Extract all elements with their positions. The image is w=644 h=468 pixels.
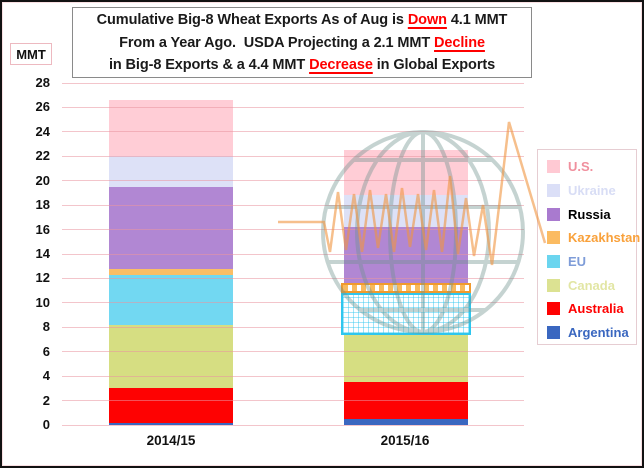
y-tick-label: 20	[35, 172, 50, 188]
legend-swatch-u-s	[547, 160, 560, 174]
gridline	[62, 277, 524, 279]
gridline	[62, 82, 524, 84]
title-line: From a Year Ago. USDA Projecting a 2.1 M…	[73, 32, 531, 55]
x-axis-label: 2014/15	[146, 433, 196, 448]
gridline	[62, 351, 524, 353]
legend-item-label: Russia	[568, 206, 611, 222]
y-tick-label: 8	[42, 319, 50, 335]
gridline	[62, 155, 524, 157]
y-tick-label: 14	[35, 246, 50, 261]
bar-segment-eu-2015-16	[341, 293, 471, 335]
title-text-segment: Cumulative Big-8 Wheat Exports As of Aug…	[96, 12, 408, 28]
bar-segment-canada-2015-16	[344, 334, 468, 383]
legend-item-argentina: Argentina	[538, 321, 636, 345]
legend-item-label: Ukraine	[568, 183, 616, 199]
title-emphasis-word: Down	[407, 12, 447, 28]
bar-segment-eu-2014-15	[109, 274, 233, 325]
bar-segment-u-s-2014-15	[109, 100, 233, 157]
y-tick-label: 4	[42, 368, 50, 384]
bar-segment-russia-2015-16	[344, 227, 468, 284]
legend-item-label: Kazakhstan	[568, 230, 641, 246]
gridline	[62, 375, 524, 377]
title-text-segment: From a Year Ago. USDA Projecting a 2.1 M…	[119, 34, 435, 51]
y-tick-label: 16	[35, 221, 50, 237]
y-tick-label: 0	[42, 417, 50, 432]
legend: U.S. Ukraine Russia Kazakhstan EU Canada Austr…	[537, 149, 640, 345]
chart-title: Cumulative Big-8 Wheat Exports As of Aug…	[72, 7, 532, 78]
legend-item-australia: Australia	[538, 297, 636, 321]
legend-item-label: Argentina	[568, 325, 629, 341]
title-line: in Big-8 Exports & a 4.4 MMT Decrease in…	[73, 54, 531, 77]
legend-item-russia: Russia	[538, 202, 636, 226]
gridline	[62, 180, 524, 182]
x-axis-label: 2015/16	[380, 433, 430, 448]
title-emphasis-word: Decrease	[309, 57, 373, 74]
legend-item-u-s: U.S.	[538, 155, 636, 179]
gridline	[62, 131, 524, 133]
bar-segment-ukraine-2015-16	[344, 195, 468, 228]
title-text-segment: in Big-8 Exports & a 4.4 MMT	[108, 57, 310, 74]
gridline	[62, 424, 524, 426]
legend-swatch-ukraine	[547, 184, 560, 198]
bar-segment-kazakhstan-2015-16	[341, 283, 471, 294]
legend-item-kazakhstan: Kazakhstan	[538, 226, 640, 250]
legend-item-label: U.S.	[568, 159, 594, 175]
bar-segment-australia-2014-15	[109, 388, 233, 423]
y-tick-label: 12	[35, 270, 50, 286]
title-text-segment: in Global Exports	[372, 57, 496, 74]
bar-segment-u-s-2015-16	[344, 150, 468, 196]
legend-swatch-argentina	[547, 326, 560, 340]
y-tick-label: 18	[35, 197, 50, 213]
bar-segment-argentina-2015-16	[344, 418, 468, 425]
legend-item-canada: Canada	[538, 273, 636, 297]
legend-item-eu: EU	[538, 250, 636, 274]
legend-item-label: Canada	[568, 277, 615, 293]
bar-segment-russia-2014-15	[109, 186, 233, 269]
legend-swatch-australia	[547, 302, 560, 316]
y-tick-label: 2	[42, 392, 50, 408]
gridline	[62, 326, 524, 328]
gridline	[62, 253, 524, 255]
bar-segment-argentina-2014-15	[109, 422, 233, 425]
gridline	[62, 302, 524, 304]
bar-segment-kazakhstan-2014-15	[109, 268, 233, 275]
legend-item-label: Australia	[568, 301, 624, 317]
y-tick-label: 26	[35, 99, 50, 115]
y-tick-label: 28	[35, 75, 50, 90]
legend-swatch-canada	[547, 278, 560, 292]
legend-item-ukraine: Ukraine	[538, 179, 636, 203]
gridline	[62, 204, 524, 206]
y-axis-unit-box: MMT	[10, 43, 52, 65]
legend-swatch-kazakhstan	[547, 231, 560, 245]
legend-swatch-eu	[547, 255, 560, 269]
y-tick-label: 22	[35, 148, 50, 164]
y-tick-label: 10	[35, 294, 50, 310]
y-axis-unit-label: MMT	[16, 46, 46, 62]
title-line: Cumulative Big-8 Wheat Exports As of Aug…	[73, 9, 531, 32]
gridline	[62, 229, 524, 231]
y-tick-label: 6	[42, 343, 50, 359]
title-emphasis-word: Decline	[434, 34, 485, 51]
title-text-segment: 4.1 MMT	[446, 12, 508, 28]
y-tick-label: 24	[35, 123, 50, 139]
bar-segment-canada-2014-15	[109, 324, 233, 389]
gridline	[62, 106, 524, 108]
bar-segment-ukraine-2014-15	[109, 156, 233, 187]
legend-swatch-russia	[547, 207, 560, 221]
legend-item-label: EU	[568, 254, 587, 270]
gridline	[62, 400, 524, 402]
